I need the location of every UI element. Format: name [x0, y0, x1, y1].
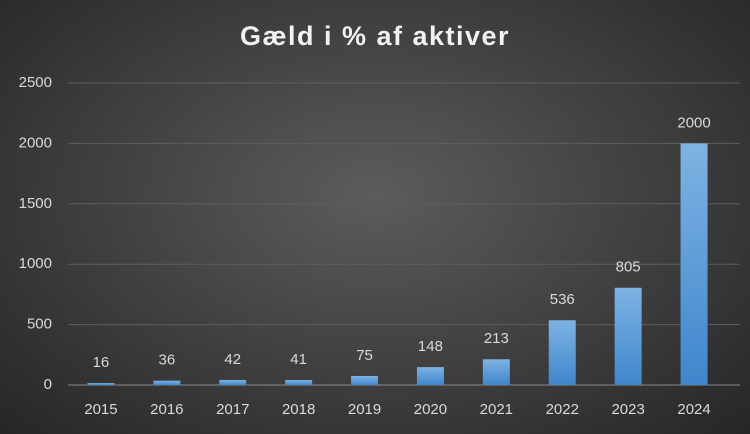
x-tick-label: 2016	[150, 401, 183, 418]
y-tick-label: 1500	[19, 195, 52, 212]
x-tick-label: 2019	[348, 401, 381, 418]
data-label: 42	[224, 351, 241, 368]
bar	[482, 359, 510, 385]
data-label: 36	[159, 352, 176, 369]
x-tick-label: 2017	[216, 401, 249, 418]
bar	[351, 375, 379, 385]
y-tick-label: 1000	[19, 255, 52, 272]
bar	[219, 379, 247, 385]
data-label: 213	[484, 330, 509, 347]
bar	[416, 367, 444, 385]
y-tick-label: 2000	[19, 134, 52, 151]
x-tick-label: 2022	[546, 401, 579, 418]
data-label: 41	[290, 351, 307, 368]
data-label: 805	[616, 259, 641, 276]
data-label: 148	[418, 338, 443, 355]
y-tick-label: 2500	[19, 74, 52, 91]
data-label: 16	[93, 354, 110, 371]
bar	[87, 383, 115, 385]
data-label: 2000	[677, 114, 710, 131]
y-tick-label: 500	[27, 316, 52, 333]
bar	[548, 320, 576, 385]
bar	[680, 143, 708, 385]
x-tick-label: 2023	[611, 401, 644, 418]
x-tick-label: 2020	[414, 401, 447, 418]
x-tick-label: 2018	[282, 401, 315, 418]
bar	[153, 380, 181, 385]
bar	[285, 380, 313, 385]
x-tick-label: 2024	[677, 401, 710, 418]
bar	[614, 287, 642, 385]
x-tick-label: 2021	[480, 401, 513, 418]
data-label: 536	[550, 291, 575, 308]
chart-title: Gæld i % af aktiver	[240, 21, 510, 51]
y-tick-label: 0	[44, 376, 52, 393]
data-label: 75	[356, 347, 373, 364]
x-tick-label: 2015	[84, 401, 117, 418]
